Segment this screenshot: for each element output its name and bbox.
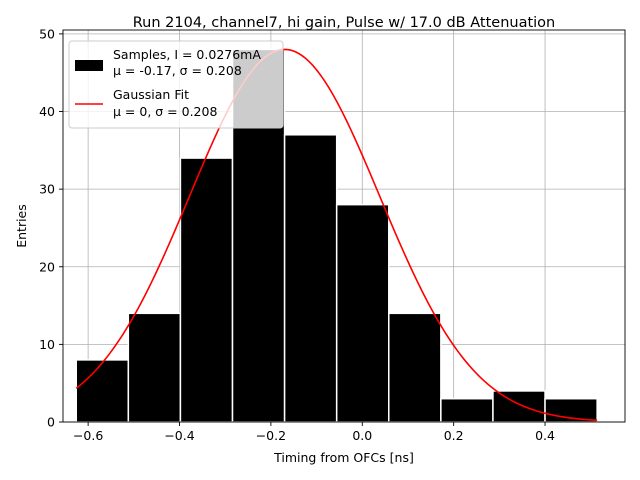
legend-box (68, 40, 284, 129)
gaussian-fit-curve (75, 48, 598, 422)
histogram-bar (388, 312, 442, 423)
legend-swatch-samples (75, 60, 103, 71)
legend-label-fit: Gaussian Fit (113, 87, 189, 102)
x-axis-ticks: −0.6 −0.4 −0.2 0.0 0.2 0.4 (73, 422, 555, 443)
y-tick-label: 20 (39, 259, 55, 274)
histogram-bar (75, 359, 130, 423)
plot-frame (62, 29, 626, 423)
y-tick-label: 40 (39, 104, 55, 119)
x-axis-label: Timing from OFCs [ns] (273, 450, 414, 465)
x-tick-label: 0.4 (535, 428, 555, 443)
y-tick-label: 10 (39, 337, 55, 352)
chart-title: Run 2104, channel7, hi gain, Pulse w/ 17… (133, 15, 556, 31)
x-tick-label: −0.4 (164, 428, 194, 443)
histogram-bar (440, 397, 494, 423)
histogram-bar (335, 203, 390, 423)
legend-label-samples: Samples, I = 0.0276mA (113, 47, 261, 62)
histogram-bar (492, 390, 546, 423)
y-tick-label: 50 (39, 26, 55, 41)
y-tick-label: 30 (39, 182, 55, 197)
histogram-bar (283, 134, 338, 423)
y-axis-ticks: 0 10 20 30 40 50 (39, 26, 63, 430)
x-tick-label: 0.0 (352, 428, 372, 443)
legend-label-samples-stats: μ = -0.17, σ = 0.208 (113, 63, 242, 78)
x-tick-label: 0.2 (444, 428, 464, 443)
legend-label-fit-stats: μ = 0, σ = 0.208 (113, 104, 217, 119)
y-tick-label: 0 (47, 415, 55, 430)
x-tick-label: −0.2 (256, 428, 286, 443)
y-axis-label: Entries (14, 204, 29, 248)
x-tick-label: −0.6 (73, 428, 103, 443)
histogram-bar (127, 312, 182, 423)
legend: Samples, I = 0.0276mA μ = -0.17, σ = 0.2… (68, 40, 284, 129)
